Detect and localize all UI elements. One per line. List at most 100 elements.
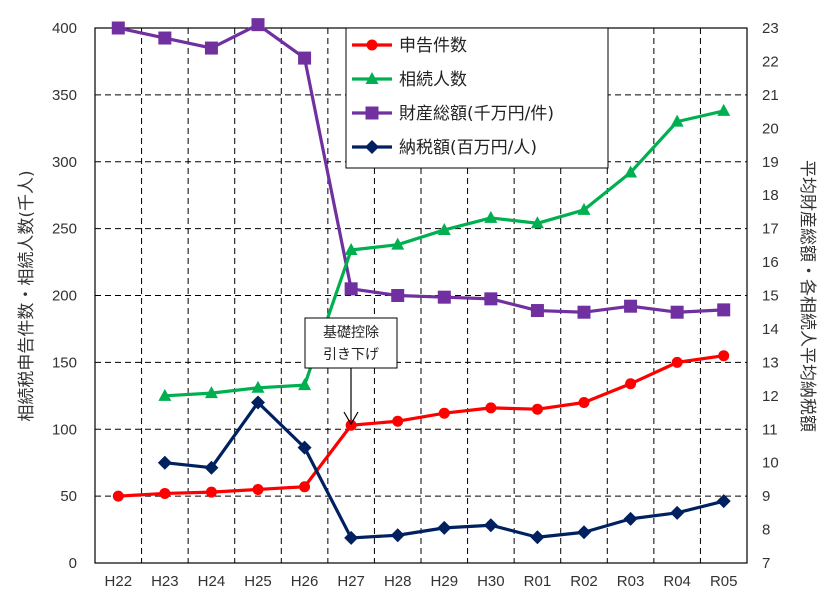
data-point (392, 415, 404, 427)
right-tick-label: 13 (762, 354, 779, 371)
x-tick-label: H26 (291, 573, 319, 590)
right-tick-label: 10 (762, 455, 779, 472)
data-point (391, 237, 405, 250)
data-point (158, 388, 172, 401)
data-point (671, 356, 683, 368)
data-point (298, 51, 312, 65)
data-point (111, 21, 125, 35)
data-point (158, 31, 172, 45)
data-point (670, 305, 684, 319)
data-point (252, 483, 264, 495)
data-point (530, 216, 544, 229)
x-tick-label: R01 (524, 573, 552, 590)
series-line (117, 23, 724, 314)
data-point (716, 494, 731, 509)
data-point (530, 530, 545, 545)
data-point (625, 378, 637, 390)
data-point (344, 530, 359, 545)
left-tick-label: 50 (60, 488, 77, 505)
data-point (204, 460, 219, 475)
right-tick-label: 11 (762, 421, 778, 438)
legend-label: 申告件数 (399, 36, 467, 56)
data-point (485, 402, 497, 414)
x-tick-label: R04 (663, 573, 691, 590)
x-tick-label: H27 (337, 573, 365, 590)
data-point (578, 397, 590, 408)
right-tick-label: 16 (762, 254, 779, 271)
data-point (344, 243, 358, 256)
data-point (483, 518, 498, 533)
data-point (112, 490, 124, 502)
annotation: 基礎控除 引き下げ (304, 317, 398, 426)
right-tick-label: 21 (762, 87, 779, 104)
data-point (251, 18, 265, 32)
x-tick-label: H30 (477, 573, 505, 590)
legend-swatch-marker (365, 72, 379, 84)
right-tick-label: 9 (762, 488, 770, 505)
data-point (345, 419, 357, 431)
right-tick-label: 8 (762, 522, 770, 539)
x-tick-label: H29 (431, 573, 459, 590)
legend-swatch-marker (365, 106, 379, 120)
right-axis-title: 平均財産総額・各相続人平均納税額 (797, 160, 817, 432)
data-point (484, 292, 498, 306)
data-point (159, 487, 171, 499)
data-point (577, 525, 591, 540)
legend-label: 財産総額(千万円/件) (399, 104, 554, 124)
data-point (344, 282, 358, 296)
x-tick-label: R02 (570, 573, 598, 590)
legend-label: 相続人数 (399, 70, 467, 90)
legend-box (345, 27, 609, 169)
data-point (297, 440, 312, 455)
right-tick-label: 18 (762, 187, 779, 204)
annotation-arrowhead (343, 411, 359, 426)
data-point (251, 380, 265, 393)
data-point (298, 378, 312, 391)
left-tick-label: 200 (52, 288, 77, 305)
right-tick-label: 7 (762, 555, 770, 572)
data-point (437, 222, 451, 235)
x-tick-label: H28 (384, 573, 412, 590)
data-point (670, 505, 685, 520)
data-point (718, 350, 730, 362)
data-point (204, 386, 218, 399)
left-tick-label: 300 (52, 154, 77, 171)
series-line (164, 400, 725, 540)
series-0 (112, 350, 730, 502)
x-tick-label: H25 (244, 573, 272, 590)
x-tick-label: R03 (617, 573, 645, 590)
right-tick-label: 22 (762, 53, 779, 70)
data-point (438, 407, 450, 419)
x-axis-ticks: H22 H23 H24 H25 H26 H27 H28 H29 H30 R01 R02 R03 R04 R… (105, 573, 738, 590)
data-point (157, 455, 172, 470)
x-tick-label: R05 (710, 573, 738, 590)
data-point (717, 103, 731, 116)
right-tick-label: 17 (762, 221, 779, 238)
series-1 (158, 103, 731, 401)
data-point (577, 305, 591, 319)
data-point (437, 290, 451, 304)
data-point (204, 41, 218, 55)
left-tick-label: 250 (52, 221, 77, 238)
legend-label: 納税額(百万円/人) (399, 138, 537, 158)
right-tick-label: 23 (762, 20, 779, 37)
left-tick-label: 350 (52, 87, 77, 104)
data-point (437, 520, 452, 535)
left-axis-ticks: 0 50 100 150 200 250 300 350 400 (52, 20, 77, 572)
left-tick-label: 100 (52, 421, 77, 438)
series-line (118, 354, 724, 498)
right-axis-ticks: 7 8 9 10 11 12 13 14 15 16 17 18 19 20 21 22 23 (762, 20, 779, 572)
data-point (670, 114, 684, 127)
left-tick-label: 0 (69, 555, 77, 572)
x-tick-label: H24 (198, 573, 226, 590)
legend-swatch-marker (365, 140, 379, 154)
series-2 (111, 18, 731, 319)
legend-swatch-marker (366, 39, 378, 51)
left-axis-title: 相続税申告件数・相続人数(千人) (17, 170, 37, 421)
left-tick-label: 150 (52, 354, 77, 371)
right-tick-label: 14 (762, 321, 779, 338)
data-point (623, 511, 638, 526)
data-point (205, 486, 217, 498)
